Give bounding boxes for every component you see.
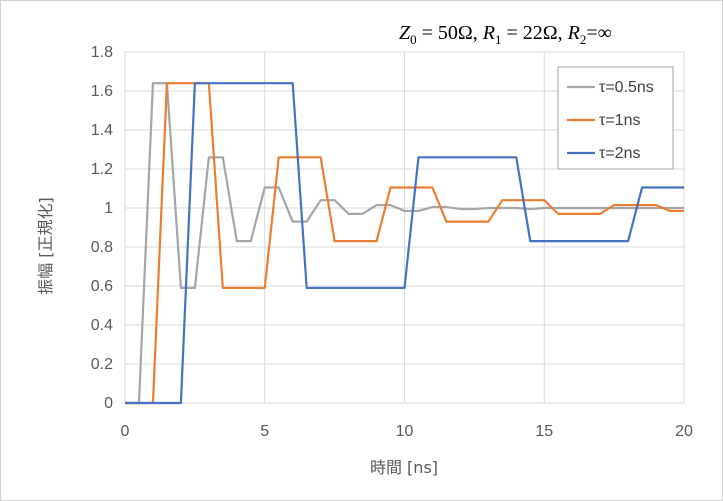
annotation-text: = 22Ω, (502, 22, 568, 44)
y-tick-label: 0.8 (91, 239, 113, 256)
legend-label-tau-2: τ=2ns (599, 145, 640, 162)
annotation-subscript: 2 (580, 32, 587, 47)
series-line-2 (125, 82, 684, 405)
legend: τ=0.5ns τ=1ns τ=2ns (557, 66, 674, 170)
annotation-text: = 50Ω, (417, 22, 483, 44)
y-tick-label: 0 (104, 395, 113, 412)
x-tick-label: 5 (260, 423, 269, 440)
x-tick-label: 20 (675, 423, 693, 440)
series-line-1 (125, 82, 684, 405)
annotation-variable: R (567, 22, 580, 44)
y-tick-label: 0.4 (91, 317, 113, 334)
y-tick-label: 1 (104, 200, 113, 217)
annotation-variable: Z (399, 22, 411, 44)
chart-annotation: Z0 = 50Ω, R1 = 22Ω, R2=∞ (399, 22, 612, 47)
y-tick-label: 1.8 (91, 44, 113, 61)
y-axis-title: 振幅 [正規化] (36, 197, 55, 295)
y-tick-label: 1.6 (91, 83, 113, 100)
y-tick-label: 1.4 (91, 122, 113, 139)
y-tick-label: 0.2 (91, 356, 113, 373)
axes: 0 0.2 0.4 0.6 0.8 1 1.2 1.4 1.6 1.8 0 5 10 15 20 (91, 44, 693, 440)
legend-label-tau-0-5: τ=0.5ns (599, 79, 654, 96)
x-tick-label: 10 (396, 423, 414, 440)
legend-label-tau-1: τ=1ns (599, 112, 640, 129)
annotation-text: =∞ (586, 22, 612, 44)
annotation-subscript: 0 (410, 32, 417, 47)
x-tick-label: 0 (121, 423, 130, 440)
x-tick-label: 15 (535, 423, 553, 440)
annotation-variable: R (482, 22, 495, 44)
annotation-subscript: 1 (495, 32, 502, 47)
series-lines (125, 82, 684, 405)
x-axis-title: 時間 [ns] (370, 458, 438, 477)
y-tick-label: 0.6 (91, 278, 113, 295)
y-tick-label: 1.2 (91, 161, 113, 178)
